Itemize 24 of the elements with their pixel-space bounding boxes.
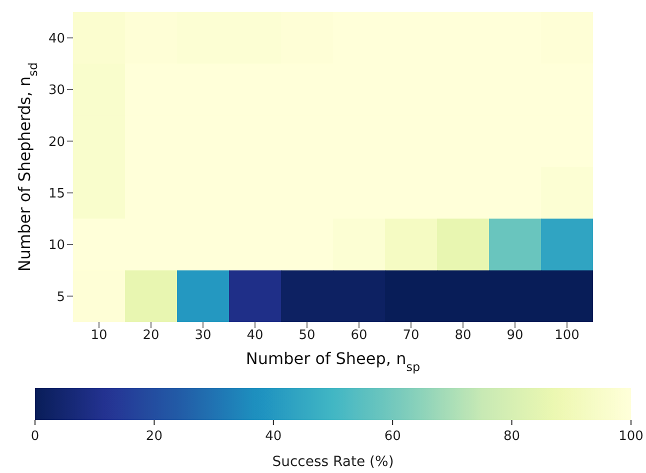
x-tick-label: 80 [454, 328, 472, 344]
x-tick-label: 90 [506, 328, 524, 344]
y-tick-label: 30 [48, 83, 65, 98]
x-axis-title: Number of Sheep, n$_{sp}$ [246, 349, 420, 374]
y-tick-label: 5 [56, 290, 65, 305]
x-tick-label: 60 [350, 328, 368, 344]
x-tick-label: 40 [246, 328, 264, 344]
y-tick-label: 15 [48, 186, 65, 202]
color-bar-label: 80 [504, 429, 520, 444]
color-bar-label: 20 [146, 429, 162, 444]
x-tick-label: 20 [142, 328, 160, 344]
x-tick-label: 70 [402, 328, 420, 344]
color-bar-label: 0 [30, 429, 40, 444]
x-tick-label: 30 [194, 328, 212, 344]
x-tick-label: 10 [90, 328, 108, 344]
color-bar-label: 100 [618, 429, 644, 444]
y-tick-label: 10 [48, 238, 65, 254]
y-tick-label: 40 [48, 31, 65, 46]
color-bar-label: 40 [265, 429, 282, 444]
color-bar-label: 60 [384, 429, 401, 444]
x-tick-label: 50 [298, 328, 316, 344]
x-tick-label: 100 [554, 328, 580, 344]
y-tick-label: 20 [48, 134, 65, 150]
color-bar-title: Success Rate (%) [272, 454, 394, 470]
